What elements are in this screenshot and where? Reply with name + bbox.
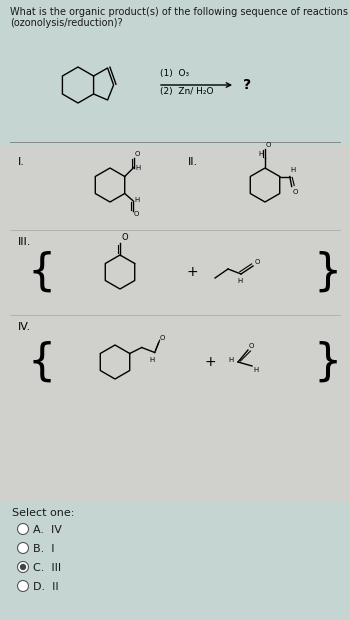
Text: H: H [237, 278, 243, 284]
Text: H: H [136, 164, 141, 171]
Text: I.: I. [18, 157, 25, 167]
Bar [0, 0, 350, 145]
Text: O: O [266, 142, 271, 148]
Text: A.  IV: A. IV [33, 525, 62, 535]
Text: B.  I: B. I [33, 544, 55, 554]
Text: O: O [293, 188, 298, 195]
Text: H: H [149, 356, 154, 363]
Circle shape [21, 564, 26, 570]
Text: +: + [204, 355, 216, 369]
Text: H: H [291, 167, 296, 174]
Circle shape [18, 562, 28, 572]
Text: O: O [255, 259, 260, 265]
Circle shape [18, 542, 28, 554]
Text: O: O [160, 335, 165, 342]
Text: O: O [134, 211, 139, 218]
Text: H: H [253, 367, 258, 373]
Text: III.: III. [18, 237, 32, 247]
Text: +: + [186, 265, 198, 279]
Text: (ozonolysis/reduction)?: (ozonolysis/reduction)? [10, 18, 122, 28]
Text: }: } [314, 340, 342, 384]
Text: IV.: IV. [18, 322, 31, 332]
Circle shape [18, 523, 28, 534]
Text: H: H [258, 151, 263, 157]
Text: C.  III: C. III [33, 563, 61, 573]
Text: {: { [28, 340, 56, 384]
Text: H: H [229, 357, 234, 363]
Text: (2)  Zn/ H₂O: (2) Zn/ H₂O [160, 87, 214, 96]
Text: O: O [249, 343, 254, 349]
Text: O: O [121, 233, 128, 242]
Text: {: { [28, 250, 56, 293]
Text: }: } [314, 250, 342, 293]
Text: Select one:: Select one: [12, 508, 74, 518]
Text: (1)  O₃: (1) O₃ [160, 69, 189, 78]
Text: D.  II: D. II [33, 582, 59, 592]
Circle shape [18, 580, 28, 591]
Bar [0, 502, 350, 620]
Text: H: H [135, 198, 140, 203]
Text: O: O [135, 151, 140, 156]
Text: ?: ? [243, 78, 251, 92]
Text: II.: II. [188, 157, 198, 167]
Bar [0, 145, 350, 502]
Text: What is the organic product(s) of the following sequence of reactions: What is the organic product(s) of the fo… [10, 7, 348, 17]
